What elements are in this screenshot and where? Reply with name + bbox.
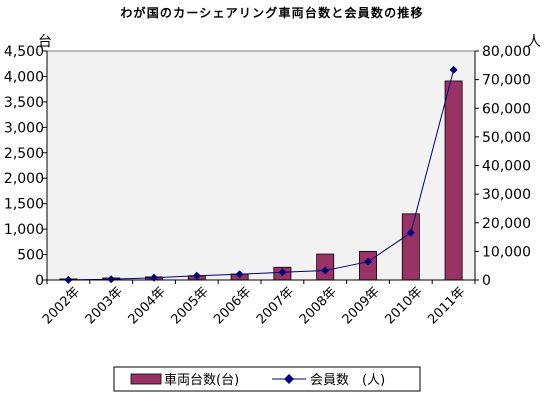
x-tick-label: 2003年	[83, 284, 126, 327]
y-right-tick-label: 20,000	[482, 216, 531, 232]
x-tick-label: 2010年	[382, 284, 425, 327]
x-tick-label: 2011年	[425, 284, 468, 327]
series-line	[68, 69, 455, 281]
legend: 車両台数(台) 会員数 (人)	[113, 366, 421, 392]
x-tick-label: 2005年	[168, 284, 211, 327]
x-tick-label: 2008年	[297, 284, 340, 327]
x-tick-label: 2006年	[211, 284, 254, 327]
y-left-unit: 台	[38, 34, 52, 50]
line-point	[364, 257, 372, 266]
legend-line-marker	[284, 374, 294, 384]
legend-line-label: 会員数 (人)	[310, 373, 385, 388]
y-left-tick-label: 2,000	[4, 171, 44, 187]
y-right-tick-label: 80,000	[482, 44, 531, 60]
y-left-tick-label: 2,500	[4, 146, 44, 162]
x-tick-label: 2004年	[126, 284, 169, 327]
y-left-tick-label: 0	[35, 273, 44, 289]
y-right-tick-label: 30,000	[482, 187, 531, 203]
y-right-tick-label: 50,000	[482, 130, 531, 146]
y-right-unit: 人	[527, 34, 541, 50]
y-right-axis: 0 10,000 20,000 30,000 40,000 50,000 60,000 70,…	[474, 44, 531, 289]
line-point	[192, 271, 201, 280]
x-tick-label: 2009年	[340, 284, 383, 327]
y-left-tick-label: 1,500	[4, 197, 44, 213]
y-left-tick-label: 3,500	[4, 95, 44, 111]
y-left-tick-label: 500	[17, 248, 44, 264]
chart-title: わが国のカーシェアリング車両台数と会員数の推移	[120, 5, 423, 20]
y-left-tick-label: 4,500	[4, 44, 44, 60]
line-point	[406, 228, 415, 237]
y-right-tick-label: 70,000	[482, 73, 531, 89]
x-axis: 2002年 2003年 2004年 2005年 2006年 2007年 2008年 2009年…	[40, 279, 476, 327]
y-right-tick-label: 60,000	[482, 101, 531, 117]
bar	[444, 80, 463, 281]
y-right-tick-label: 40,000	[482, 159, 531, 175]
bar	[401, 213, 420, 281]
line-point	[107, 275, 116, 284]
y-left-axis: 0 500 1,000 1,500 2,000 2,500 3,000 3,500 4,000 4…	[4, 44, 48, 289]
y-right-tick-label: 0	[482, 273, 491, 289]
x-tick-label: 2007年	[254, 284, 297, 327]
y-right-tick-label: 10,000	[482, 244, 531, 260]
legend-box	[113, 366, 421, 392]
line-point	[321, 266, 330, 275]
line-point	[235, 270, 244, 279]
y-left-tick-label: 4,000	[4, 69, 44, 85]
legend-bar-swatch	[130, 373, 162, 385]
x-tick-label: 2002年	[40, 284, 83, 327]
y-left-tick-label: 1,000	[4, 222, 44, 238]
line-series	[64, 65, 458, 284]
line-point	[449, 65, 458, 74]
legend-bar-label: 車両台数(台)	[164, 373, 239, 388]
y-left-tick-label: 3,000	[4, 120, 44, 136]
line-point	[278, 268, 287, 277]
